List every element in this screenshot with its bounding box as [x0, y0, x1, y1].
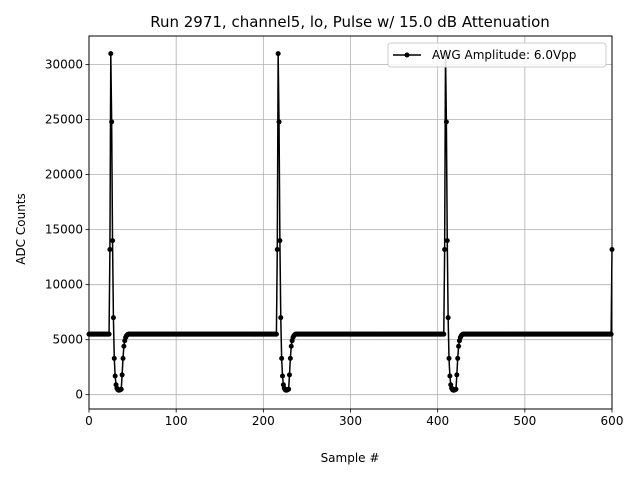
data-point	[274, 246, 280, 252]
data-point	[276, 119, 282, 125]
x-tick-label: 500	[513, 414, 536, 428]
series-layer	[86, 51, 615, 393]
y-tick-label: 15000	[45, 223, 83, 237]
data-point	[456, 343, 462, 349]
data-point	[110, 315, 116, 321]
data-point	[442, 246, 448, 252]
data-point	[111, 355, 117, 361]
data-point	[280, 373, 286, 379]
data-point	[608, 331, 614, 337]
data-point	[112, 373, 118, 379]
data-point	[286, 386, 292, 392]
y-ticks: 0 5000 10000 15000 20000 25000 30000	[45, 58, 89, 402]
data-point	[443, 119, 449, 125]
legend-label: AWG Amplitude: 6.0Vpp	[432, 48, 576, 62]
y-tick-label: 25000	[45, 113, 83, 127]
data-point	[107, 246, 113, 252]
data-point	[118, 386, 124, 392]
data-point	[119, 372, 125, 378]
legend-marker-swatch	[404, 52, 410, 58]
legend-frame	[387, 42, 607, 68]
x-tick-label: 600	[601, 414, 624, 428]
x-tick-label: 300	[339, 414, 362, 428]
data-point	[109, 119, 115, 125]
x-axis-label: Sample #	[321, 451, 380, 465]
y-axis-label: ADC Counts	[14, 193, 28, 265]
chart-title: Run 2971, channel5, lo, Pulse w/ 15.0 dB…	[150, 13, 550, 31]
x-tick-label: 100	[165, 414, 188, 428]
legend: AWG Amplitude: 6.0Vpp	[387, 42, 607, 68]
data-point	[286, 372, 292, 378]
data-point	[453, 386, 459, 392]
data-point	[288, 343, 294, 349]
data-point	[447, 373, 453, 379]
data-point	[108, 51, 114, 57]
x-tick-label: 400	[426, 414, 449, 428]
data-point	[121, 343, 127, 349]
data-point	[454, 372, 460, 378]
data-point	[277, 238, 283, 244]
x-tick-label: 0	[85, 414, 93, 428]
data-point	[455, 355, 461, 361]
data-point	[445, 315, 451, 321]
y-tick-label: 30000	[45, 58, 83, 72]
data-point	[120, 355, 126, 361]
x-tick-label: 200	[252, 414, 275, 428]
x-ticks: 0 100 200 300 400 500 600	[85, 409, 623, 428]
data-point	[110, 238, 116, 244]
data-point	[279, 355, 285, 361]
y-tick-label: 20000	[45, 168, 83, 182]
data-point	[444, 238, 450, 244]
data-point	[441, 331, 447, 337]
data-point	[106, 331, 112, 337]
y-tick-label: 0	[75, 388, 83, 402]
data-point	[287, 355, 293, 361]
data-point	[446, 355, 452, 361]
data-point	[275, 51, 281, 57]
y-tick-label: 5000	[52, 333, 83, 347]
y-tick-label: 10000	[45, 278, 83, 292]
data-point	[278, 315, 284, 321]
data-point	[273, 331, 279, 337]
